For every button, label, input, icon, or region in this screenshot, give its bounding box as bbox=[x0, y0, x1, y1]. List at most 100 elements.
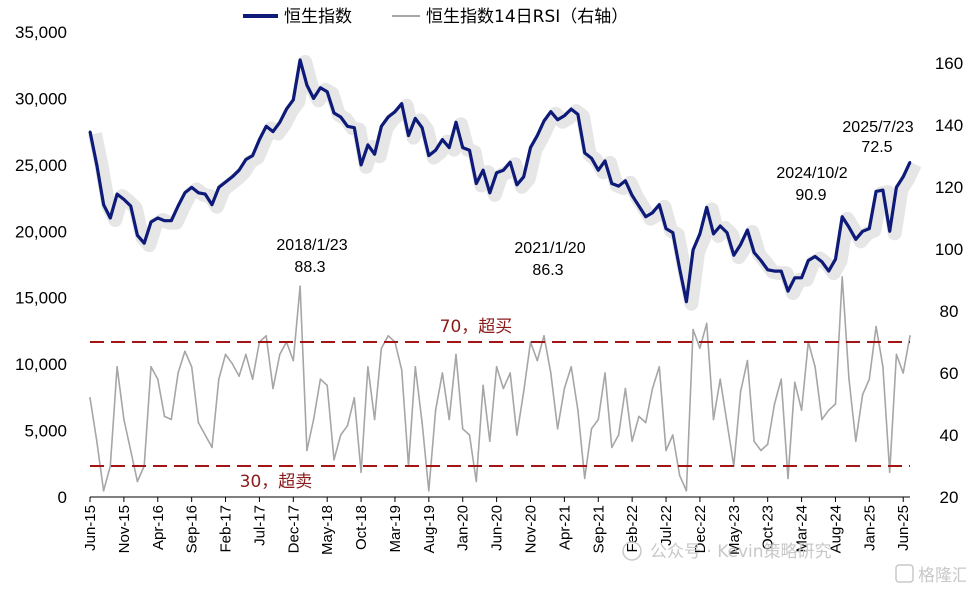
hsi-point bbox=[122, 198, 126, 201]
hsi-point bbox=[780, 269, 783, 273]
rsi-point bbox=[156, 378, 159, 381]
rsi-point bbox=[217, 378, 220, 381]
hsi-point bbox=[597, 168, 600, 172]
rsi-point bbox=[177, 372, 179, 374]
rsi-point bbox=[841, 276, 844, 278]
rsi-point bbox=[787, 477, 789, 480]
left-tick-label: 25,000 bbox=[15, 156, 67, 175]
hsi-point bbox=[651, 211, 654, 214]
hsi-point bbox=[231, 175, 234, 179]
rsi-point bbox=[631, 440, 633, 443]
hsi-point bbox=[874, 190, 878, 193]
rsi-point bbox=[902, 372, 905, 374]
x-tick-label: Jun-20 bbox=[489, 505, 506, 551]
rsi-point bbox=[712, 418, 715, 421]
watermark-text-wechat: 公众号 · Kevin策略研究 bbox=[650, 542, 832, 562]
rsi-point bbox=[678, 474, 681, 477]
hsi-point bbox=[149, 220, 153, 224]
rsi-point bbox=[428, 490, 430, 492]
right-tick-label: 140 bbox=[935, 116, 963, 135]
rsi-point bbox=[312, 418, 315, 421]
rsi-point bbox=[380, 347, 383, 350]
rsi-point bbox=[475, 480, 478, 483]
hsi-point bbox=[170, 219, 173, 222]
hsi-point bbox=[868, 227, 871, 230]
hsi-point bbox=[373, 153, 376, 156]
hsi-point bbox=[508, 161, 512, 164]
x-tick-label: Feb-17 bbox=[218, 505, 235, 553]
hsi-point bbox=[732, 254, 736, 257]
rsi-point bbox=[834, 403, 837, 405]
hsi-point bbox=[603, 159, 607, 163]
rsi-point bbox=[746, 359, 749, 362]
hsi-point bbox=[739, 243, 742, 246]
annotation-2021-value: 86.3 bbox=[532, 262, 563, 279]
x-tick-label: Apr-21 bbox=[556, 505, 573, 550]
hsi-point bbox=[691, 248, 695, 252]
watermark: 公众号 · Kevin策略研究 格隆汇 bbox=[622, 541, 966, 586]
x-tick-label: Aug-19 bbox=[421, 505, 438, 553]
hsi-point bbox=[244, 158, 248, 161]
rsi-point bbox=[854, 440, 857, 443]
x-tick-label: Nov-15 bbox=[116, 505, 133, 553]
rsi-point bbox=[231, 362, 234, 365]
hsi-point bbox=[719, 224, 722, 228]
hsi-point bbox=[529, 146, 532, 149]
rsi-point bbox=[400, 369, 403, 371]
left-tick-label: 35,000 bbox=[15, 23, 67, 42]
hsi-point bbox=[393, 110, 397, 113]
threshold-label-overbought: 70，超买 bbox=[440, 317, 513, 337]
wechat-icon bbox=[622, 541, 642, 561]
hsi-point bbox=[807, 259, 810, 262]
hsi-point bbox=[895, 186, 898, 189]
rsi-point bbox=[502, 387, 505, 390]
hsi-point bbox=[658, 203, 661, 206]
hsi-point bbox=[109, 216, 112, 220]
rsi-point bbox=[434, 409, 437, 412]
rsi-point bbox=[536, 359, 539, 362]
rsi-point bbox=[163, 415, 166, 418]
rsi-point bbox=[638, 415, 640, 418]
x-tick-label: Feb-22 bbox=[624, 505, 641, 553]
reference-lines bbox=[90, 341, 910, 467]
x-tick-label: Dec-22 bbox=[692, 505, 709, 553]
hsi-point bbox=[475, 182, 478, 185]
hsi-point bbox=[773, 269, 776, 273]
hsi-point bbox=[569, 107, 573, 111]
hsi-point bbox=[725, 231, 729, 234]
hsi-point bbox=[298, 58, 302, 62]
hsi-point bbox=[285, 107, 288, 111]
rsi-point bbox=[150, 366, 152, 368]
hsi-point bbox=[902, 175, 905, 179]
hsi-point bbox=[590, 157, 593, 160]
annotation-2018-value: 88.3 bbox=[294, 259, 325, 276]
rsi-point bbox=[793, 381, 796, 384]
rsi-point bbox=[326, 384, 328, 387]
hsi-point bbox=[793, 276, 796, 279]
hsi-point bbox=[881, 188, 885, 192]
right-tick-label: 160 bbox=[935, 54, 963, 73]
hsi-point bbox=[346, 125, 349, 128]
x-tick-label: Jan-25 bbox=[861, 505, 878, 551]
rsi-point bbox=[414, 366, 417, 368]
hsi-point bbox=[827, 269, 830, 273]
hsi-point bbox=[176, 204, 180, 208]
rsi-point bbox=[245, 353, 247, 356]
hsi-point bbox=[644, 215, 647, 218]
rsi-point bbox=[516, 434, 518, 436]
hsi-point bbox=[190, 186, 193, 189]
rsi-point bbox=[570, 366, 572, 368]
rsi-point bbox=[651, 387, 654, 390]
rsi-point bbox=[577, 409, 579, 412]
hsi-point bbox=[637, 204, 641, 208]
rsi-point bbox=[875, 325, 877, 328]
rsi-point bbox=[705, 322, 708, 325]
hsi-point bbox=[129, 204, 132, 208]
rsi-point bbox=[611, 446, 613, 449]
rsi-point bbox=[780, 378, 783, 381]
rsi-point bbox=[272, 387, 274, 390]
rsi-point bbox=[455, 353, 457, 356]
hsi-point bbox=[156, 216, 159, 220]
threshold-label-oversold: 30，超卖 bbox=[240, 472, 313, 492]
hsi-point bbox=[359, 163, 363, 167]
